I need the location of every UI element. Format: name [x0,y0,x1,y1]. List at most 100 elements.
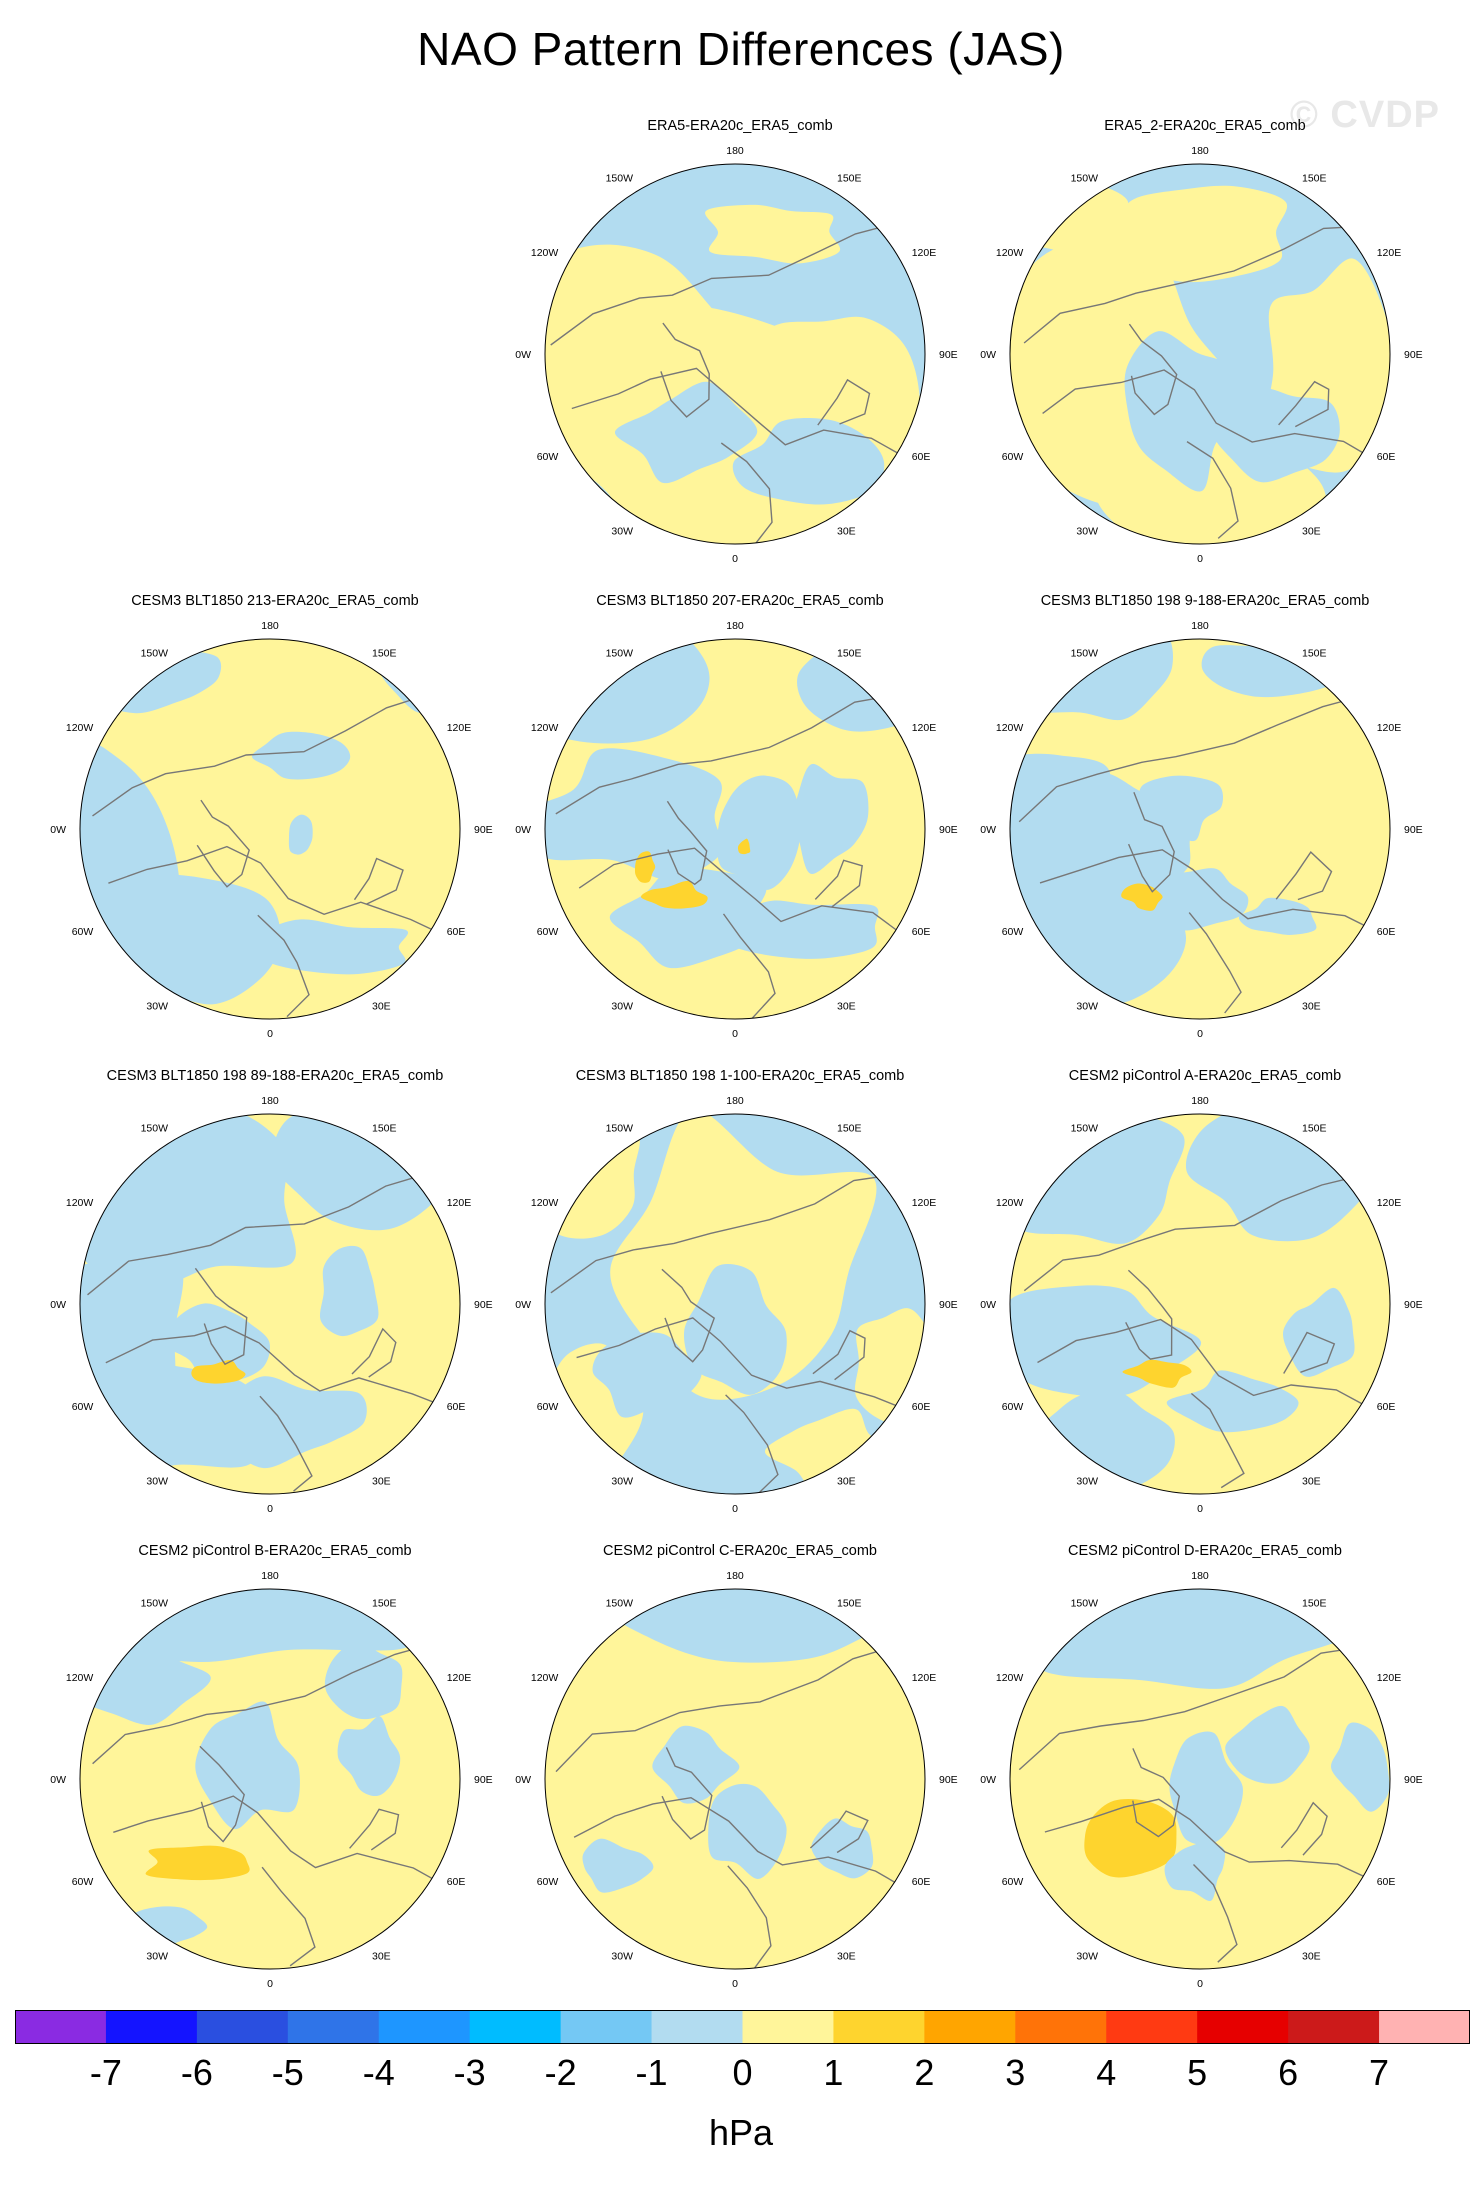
longitude-label: 0 [1197,553,1203,565]
anomaly-region [854,1308,925,1426]
anomaly-region [288,814,313,855]
longitude-label: 60E [912,1876,931,1888]
colorbar-box [1288,2010,1380,2044]
polar-map: 180 150E 120E 90E 60E 30E 0 30W 60W 90W 120W 150W [515,145,958,565]
longitude-label: 150W [141,1122,169,1134]
map-panel-8: CESM2 piControl A-ERA20c_ERA5_comb 180 15… [980,1068,1430,1528]
longitude-label: 150E [372,1597,397,1609]
anomaly-region [797,639,925,732]
longitude-label: 90W [50,1774,66,1786]
map-border [544,163,926,545]
anomaly-region [614,381,758,484]
colorbar-tick-label: -7 [89,2052,122,2093]
longitude-label: 90W [515,1774,531,1786]
panel-title: CESM3 BLT1850 198 89-188-ERA20c_ERA5_com… [106,1068,444,1084]
longitude-label: 30W [1076,1951,1098,1963]
anomaly-region [737,838,751,855]
anomaly-region [610,1114,877,1400]
longitude-label: 150W [141,1597,169,1609]
map-panel-10: CESM2 piControl C-ERA20c_ERA5_comb 180 15… [515,1543,965,2003]
longitude-label: 30E [837,526,856,538]
map-border [1009,1113,1391,1495]
colorbar-box [105,2010,198,2044]
longitude-label: 90E [1404,1299,1423,1311]
longitude-label: 30W [1076,1001,1098,1013]
longitude-label: 90E [939,1774,958,1786]
longitude-label: 60W [537,1401,559,1413]
anomaly-region [708,1783,787,1879]
colorbar-tick-label: 7 [1369,2052,1390,2093]
colorbar-tick-label: -2 [544,2052,577,2093]
longitude-label: 60W [1002,1876,1024,1888]
colorbar-frame [15,2010,1470,2044]
longitude-label: 150E [1302,1122,1327,1134]
longitude-label: 150W [606,647,634,659]
anomaly-region [1084,1799,1177,1878]
longitude-label: 120E [447,722,472,734]
longitude-label: 150W [1071,647,1099,659]
map-panel-2: ERA5_2-ERA20c_ERA5_comb 180 150E 120E 90E 60… [980,118,1430,578]
anomaly-region [1169,1731,1243,1845]
longitude-label: 120E [1377,247,1402,259]
longitude-label: 150W [1071,1122,1099,1134]
longitude-label: 0 [732,1978,738,1990]
longitude-label: 120W [531,1672,559,1684]
longitude-label: 90W [515,1299,531,1311]
longitude-label: 30W [611,1951,633,1963]
anomaly-region [1212,388,1340,483]
colorbar-box [924,2010,1016,2044]
longitude-label: 90W [980,1299,996,1311]
colorbar-tick-label: 5 [1187,2052,1208,2093]
longitude-label: 60E [912,1401,931,1413]
longitude-label: 90W [980,824,996,836]
anomaly-region [252,919,409,975]
longitude-label: 0 [1197,1028,1203,1040]
map-border [544,1113,926,1495]
polar-map: 180 150E 120E 90E 60E 30E 0 30W 60W 90W 120W 150W [50,1095,493,1515]
map-border [544,638,926,1020]
longitude-label: 0 [267,1503,273,1515]
longitude-label: 30W [611,1001,633,1013]
colorbar-tick-label: -4 [362,2052,395,2093]
longitude-label: 60W [1002,451,1024,463]
longitude-label: 120W [996,722,1024,734]
colorbar-box [1197,2010,1289,2044]
longitude-label: 120W [531,722,559,734]
panel-title: CESM2 piControl D-ERA20c_ERA5_comb [1068,1543,1342,1559]
longitude-label: 120W [996,1197,1024,1209]
longitude-label: 90W [50,1299,66,1311]
anomaly-region [1122,1359,1192,1388]
longitude-label: 30E [372,1001,391,1013]
longitude-label: 180 [1191,620,1209,632]
coastline [555,1644,912,1969]
longitude-label: 30E [837,1476,856,1488]
anomaly-region [324,1642,403,1720]
longitude-label: 120W [996,247,1024,259]
colorbar-tick-label: -5 [271,2052,304,2093]
colorbar-box [651,2010,743,2044]
longitude-label: 120W [996,1672,1024,1684]
longitude-label: 60W [537,926,559,938]
map-panel-5: CESM3 BLT1850 198 9-188-ERA20c_ERA5_comb… [980,593,1430,1053]
figure-title: NAO Pattern Differences (JAS) [417,23,1065,75]
anomaly-region [1150,868,1249,931]
longitude-label: 180 [1191,1095,1209,1107]
longitude-label: 150E [1302,172,1327,184]
colorbar-tick-label: 6 [1278,2052,1299,2093]
anomaly-region [717,775,801,890]
longitude-label: 120E [912,722,937,734]
map-panel-4: CESM3 BLT1850 207-ERA20c_ERA5_comb 180 15… [515,593,965,1053]
longitude-label: 30W [611,526,633,538]
map-border [79,1588,461,1970]
panel-title: CESM2 piControl C-ERA20c_ERA5_comb [603,1543,877,1559]
longitude-label: 120E [912,1197,937,1209]
longitude-label: 180 [726,145,744,157]
longitude-label: 150W [141,647,169,659]
anomaly-region [582,1838,654,1893]
coastline [1023,225,1381,539]
map-border [1009,638,1391,1020]
watermark: © CVDP [1289,94,1440,136]
longitude-label: 180 [261,1095,279,1107]
longitude-label: 120E [1377,1197,1402,1209]
panel-title: CESM3 BLT1850 198 1-100-ERA20c_ERA5_comb [575,1068,905,1084]
